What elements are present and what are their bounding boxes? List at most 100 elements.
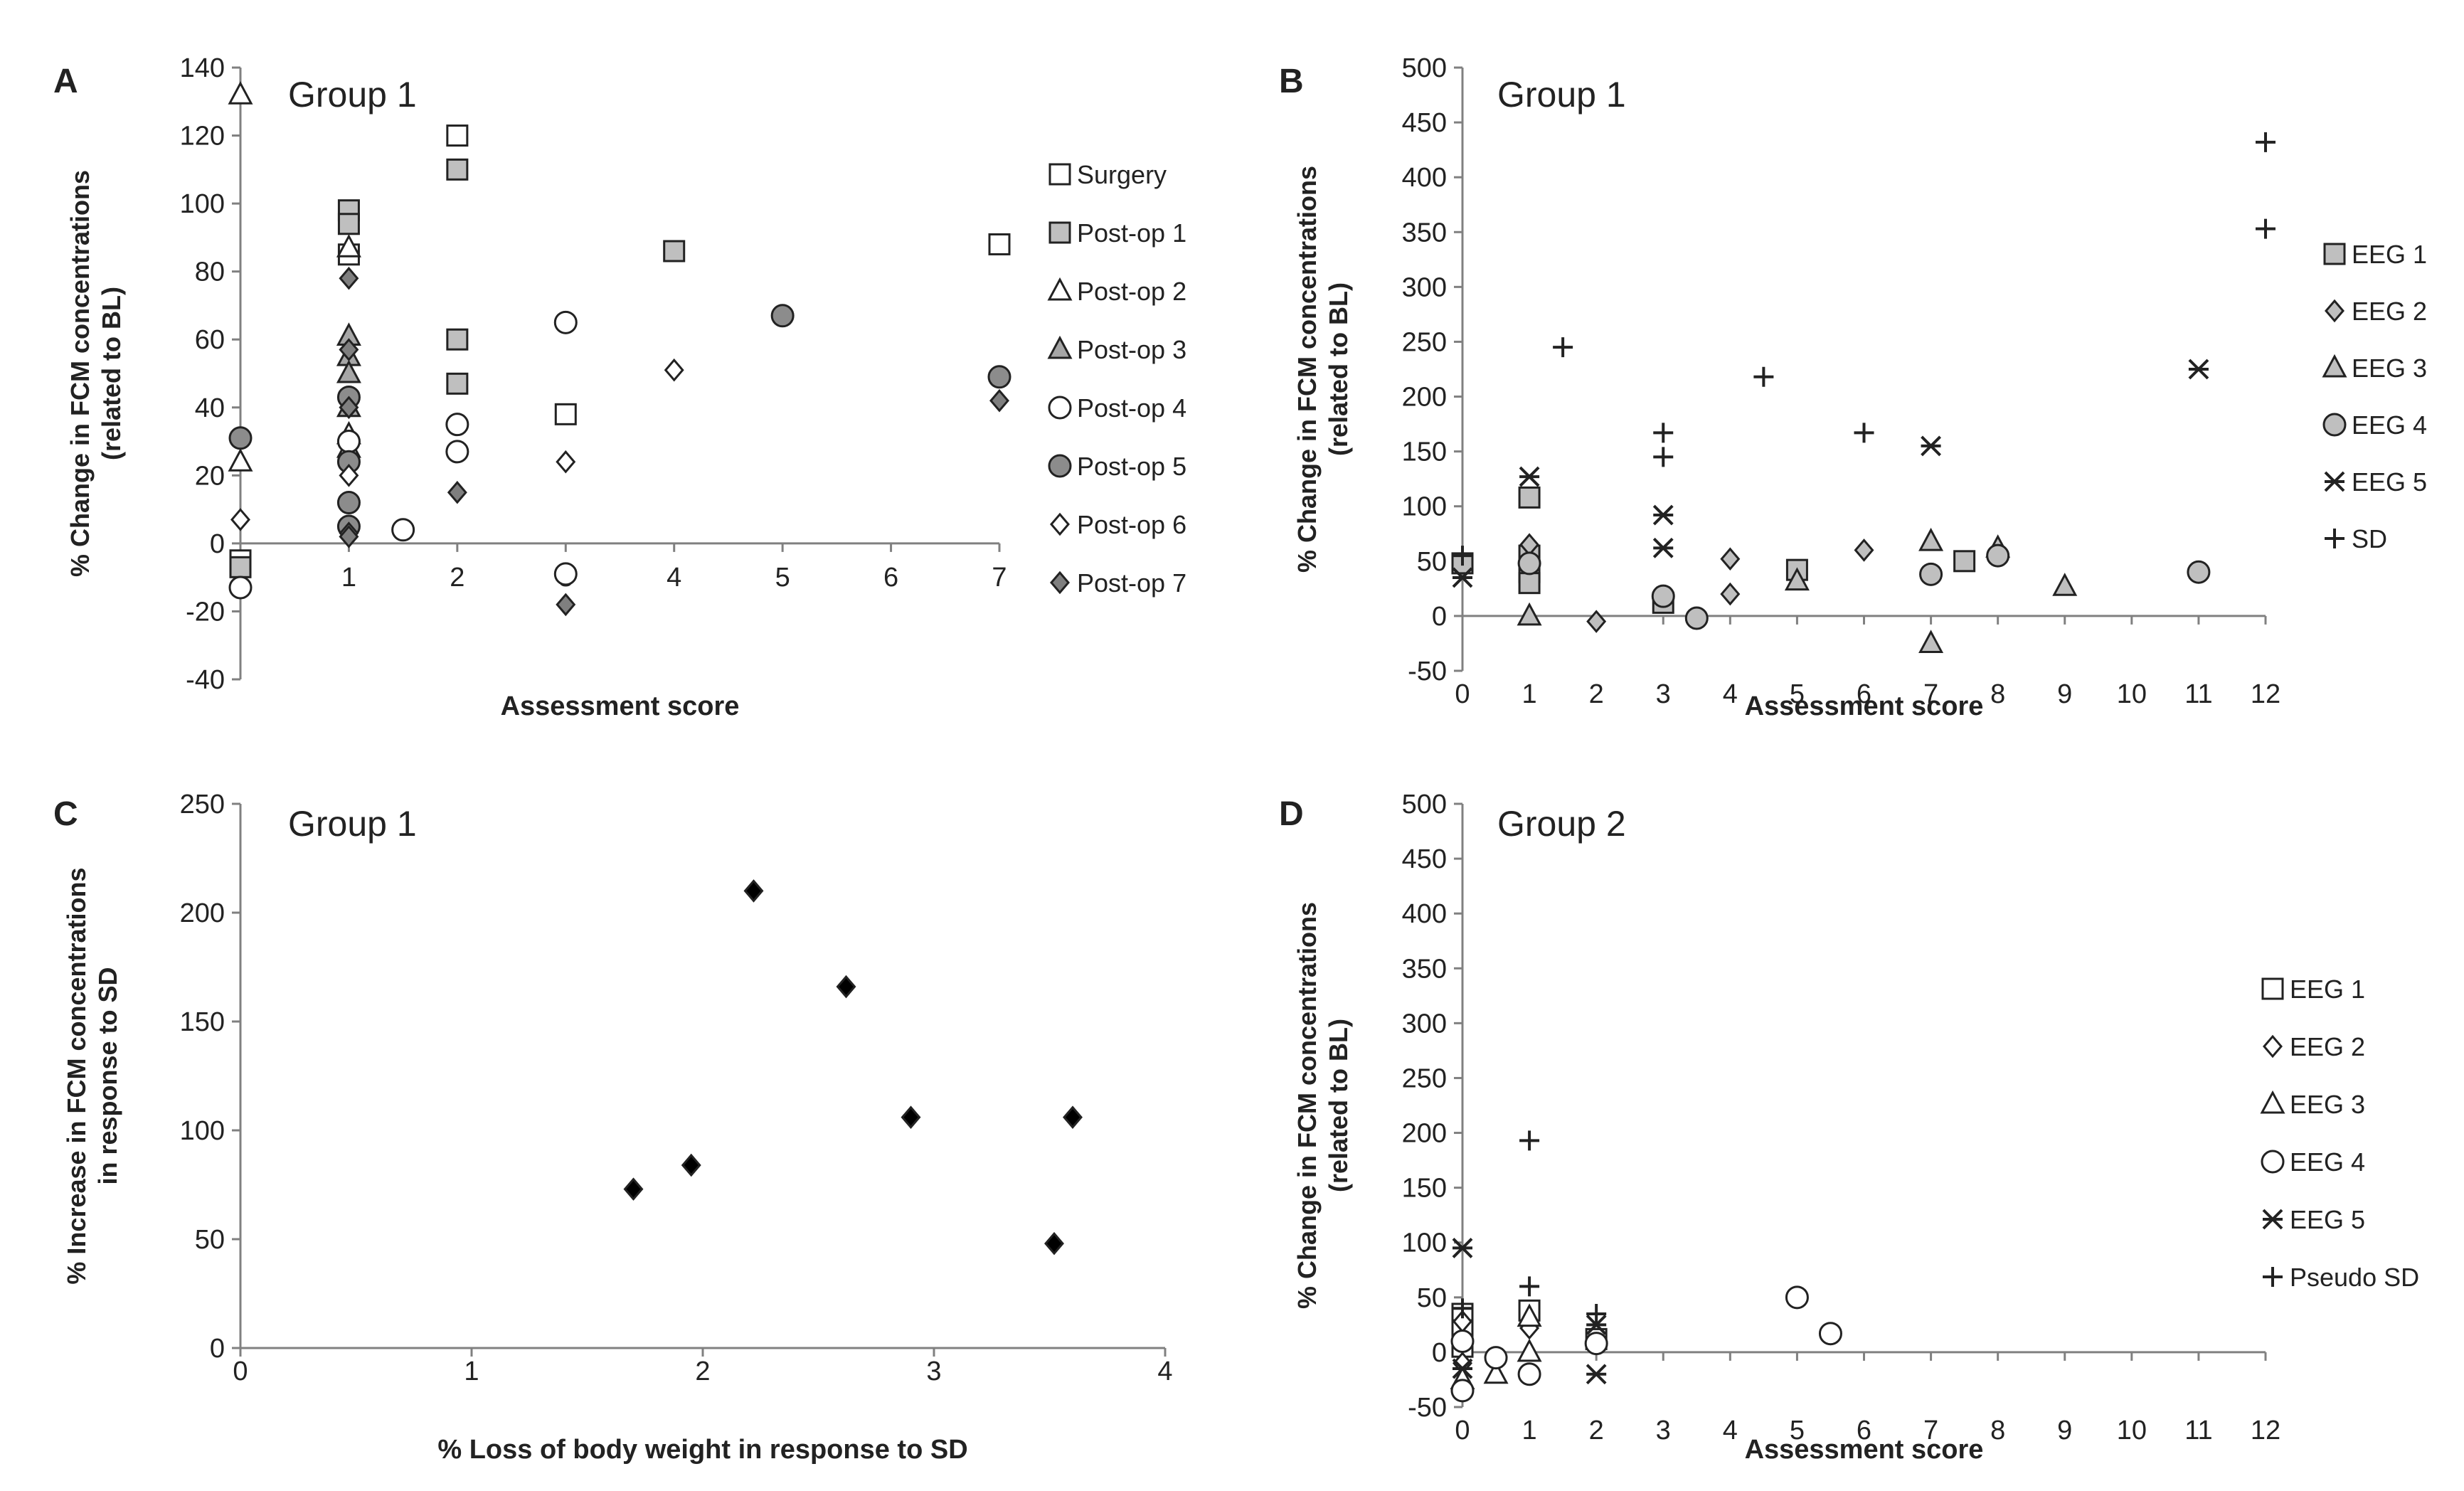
legend-label: Post-op 4 (1077, 393, 1186, 423)
legend-marker (1048, 221, 1071, 244)
legend-item: Post-op 5 (1048, 452, 1186, 481)
data-point (1586, 1314, 1607, 1335)
x-axis-title: % Loss of body weight in response to SD (437, 1435, 967, 1465)
x-tick-label: 6 (1857, 679, 1871, 709)
legend-marker (1048, 396, 1072, 420)
legend-item: Post-op 2 (1047, 277, 1186, 306)
y-tick-label: -20 (186, 597, 225, 627)
data-point (228, 426, 253, 450)
legend: EEG 1 EEG 2 EEG 3 EEG 4 EEG 5 Pseudo SD (2260, 975, 2419, 1292)
data-point (1453, 546, 1472, 566)
x-tick-label: 0 (233, 1357, 248, 1386)
panel-d: D Group 2-5005010015020025030035040045050… (1279, 790, 2419, 1465)
y-tick-label: -50 (1408, 657, 1447, 686)
y-tick-label: 500 (1402, 53, 1447, 83)
y-tick-label: 250 (1402, 1063, 1447, 1093)
x-tick-label: 3 (926, 1357, 941, 1386)
y-tick-label: 80 (195, 258, 225, 287)
legend-marker (2263, 1034, 2283, 1058)
legend-marker (2325, 529, 2344, 548)
legend-marker (2261, 977, 2284, 1000)
data-point (770, 304, 795, 328)
x-tick-label: 2 (450, 563, 464, 593)
data-point (1517, 551, 1541, 575)
legend-label: Post-op 2 (1077, 277, 1186, 306)
legend-label: Post-op 3 (1077, 335, 1186, 364)
y-tick-label: 0 (210, 529, 225, 559)
legend-item: Post-op 7 (1050, 568, 1186, 598)
data-point (230, 508, 250, 531)
x-tick-label: 10 (2117, 1416, 2147, 1445)
data-point (336, 359, 361, 383)
data-point (446, 372, 469, 395)
data-point (445, 413, 469, 437)
x-tick-label: 12 (2251, 1416, 2280, 1445)
data-point (556, 450, 576, 474)
data-point (336, 430, 361, 454)
data-point (1854, 538, 1874, 562)
x-tick-label: 12 (2251, 679, 2280, 709)
y-tick-label: 300 (1402, 1009, 1447, 1039)
data-point (1484, 1346, 1508, 1370)
legend-label: Post-op 6 (1077, 510, 1186, 539)
data-points (1450, 1130, 1842, 1403)
data-point (1517, 602, 1542, 626)
legend-label: EEG 1 (2290, 975, 2365, 1004)
data-point (447, 480, 467, 504)
data-point (1584, 1332, 1608, 1356)
x-tick-label: 4 (1723, 679, 1738, 709)
legend-label: Surgery (1077, 160, 1167, 189)
data-point (989, 388, 1009, 413)
data-point (681, 1153, 701, 1177)
data-point (228, 448, 253, 472)
y-tick-label: 100 (180, 189, 225, 219)
data-point (988, 233, 1011, 255)
y-tick-label: 20 (195, 461, 225, 491)
data-point (1044, 1231, 1064, 1256)
data-point (2188, 359, 2209, 380)
data-point (391, 518, 415, 542)
y-tick-label: 450 (1402, 108, 1447, 138)
data-point (901, 1105, 921, 1129)
x-tick-label: 7 (1923, 1416, 1938, 1445)
y-tick-label: 140 (180, 53, 225, 83)
x-tick-label: 3 (1656, 1416, 1671, 1445)
data-point (446, 124, 469, 147)
y-axis-title: (related to BL) (1324, 1019, 1353, 1192)
legend-marker (1048, 163, 1071, 186)
legend-item: SD (2325, 524, 2387, 553)
legend-marker (2322, 354, 2347, 378)
data-point (623, 1177, 644, 1201)
x-tick-label: 5 (1790, 1416, 1805, 1445)
y-tick-label: 200 (1402, 383, 1447, 413)
x-axis-title: Assessment score (501, 691, 740, 721)
legend-item: Post-op 6 (1050, 510, 1186, 539)
data-point (1519, 1276, 1540, 1297)
data-point (445, 440, 469, 464)
data-points (1451, 132, 2276, 653)
legend-marker (2322, 413, 2347, 437)
y-tick-label: 0 (210, 1334, 225, 1364)
data-point (229, 556, 252, 578)
data-point (556, 593, 576, 617)
data-point (446, 158, 469, 181)
data-point (1918, 527, 1944, 551)
y-tick-label: 200 (180, 898, 225, 928)
legend-item: EEG 4 (2261, 1147, 2365, 1177)
data-point (987, 365, 1011, 389)
axes: -40-200204060801001201401234567 (180, 53, 1007, 695)
legend-item: Surgery (1048, 160, 1167, 189)
data-point (1518, 486, 1541, 509)
y-tick-label: -40 (186, 665, 225, 695)
legend-label: EEG 5 (2352, 467, 2427, 497)
panel-letter: A (53, 63, 78, 100)
data-point (228, 81, 253, 105)
data-point (553, 310, 578, 334)
data-point (339, 525, 359, 548)
panel-letter: D (1279, 795, 1304, 833)
legend-marker (2260, 1090, 2285, 1114)
data-point (1921, 435, 1941, 457)
x-tick-label: 7 (1923, 679, 1938, 709)
x-tick-label: 10 (2117, 679, 2147, 709)
legend-marker (2261, 1150, 2285, 1174)
